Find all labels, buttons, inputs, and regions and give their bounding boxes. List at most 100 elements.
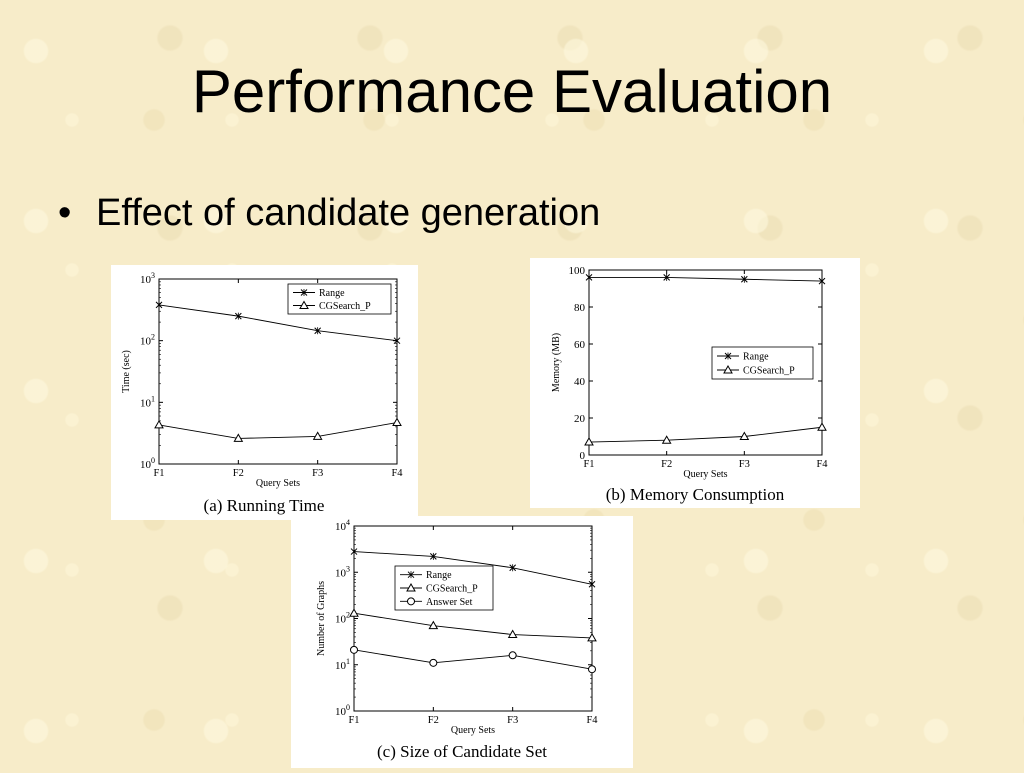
x-tick-label: F2 <box>233 468 244 479</box>
x-tick-label: F4 <box>586 715 598 726</box>
data-point <box>234 312 242 320</box>
legend-label: Range <box>319 288 345 299</box>
data-point <box>507 629 518 639</box>
series-line <box>158 422 398 439</box>
x-tick-label: F2 <box>661 459 672 470</box>
series-cgsearch-p <box>154 417 402 442</box>
series-range <box>155 301 401 345</box>
series-line <box>353 551 593 585</box>
y-tick-label: 103 <box>140 271 155 286</box>
y-tick-label: 101 <box>140 394 155 409</box>
series-line <box>588 426 823 443</box>
series-cgsearch-p <box>349 608 597 642</box>
series-range <box>350 548 596 588</box>
x-axis-label: Query Sets <box>256 478 300 489</box>
data-point <box>587 632 597 642</box>
series-range <box>585 273 826 285</box>
chart-running-time: 100 101 102 103 F1 F2 F3 F4 Query Sets Time (sec)… <box>121 271 403 515</box>
legend-label: Range <box>426 570 452 581</box>
data-point <box>585 273 593 281</box>
series-line <box>353 612 593 639</box>
x-tick-label: F4 <box>816 459 828 470</box>
legend: Range CGSearch_P Answer Set <box>394 565 494 611</box>
x-tick-label: F1 <box>348 715 359 726</box>
legend-label: Range <box>743 352 769 363</box>
data-point <box>392 417 402 427</box>
data-point <box>661 435 672 444</box>
data-point <box>349 608 359 617</box>
data-point <box>350 548 358 556</box>
chart-candidate-set: 100 101 102 103 104 F1 F2 F3 F4 Query Sets Number … <box>316 518 598 761</box>
y-tick-label: 101 <box>335 657 350 672</box>
y-tick-label: 20 <box>574 413 586 425</box>
legend-marker <box>723 364 733 374</box>
y-axis-label: Time (sec) <box>121 350 132 393</box>
x-axis-label: Query Sets <box>683 469 727 480</box>
data-point <box>508 651 517 660</box>
figure-caption: (c) Size of Candidate Set <box>377 742 547 761</box>
data-point <box>429 552 437 560</box>
y-tick-label: 102 <box>140 333 155 348</box>
x-tick-label: F1 <box>153 468 164 479</box>
x-tick-label: F1 <box>583 459 594 470</box>
figure-memory-consumption: 0 20 40 60 80 100 F1 F2 F3 F4 Query Sets Memory (MB… <box>530 258 860 508</box>
data-point <box>428 620 439 630</box>
data-point <box>314 327 322 335</box>
y-axis-label: Number of Graphs <box>316 581 327 656</box>
legend-marker <box>407 597 415 606</box>
data-point <box>393 337 401 345</box>
data-point <box>739 431 750 440</box>
y-tick-label: 103 <box>335 564 350 579</box>
x-tick-label: F3 <box>507 715 518 726</box>
data-point <box>233 433 244 442</box>
bullet-text: Effect of candidate generation <box>96 192 601 234</box>
y-tick-label: 60 <box>574 339 586 351</box>
x-tick-label: F3 <box>312 468 323 479</box>
data-point <box>154 419 164 429</box>
data-point <box>312 431 323 440</box>
legend-marker <box>406 582 416 592</box>
legend-label: CGSearch_P <box>426 584 478 595</box>
figure-candidate-set: 100 101 102 103 104 F1 F2 F3 F4 Query Sets Number … <box>291 516 633 768</box>
chart-memory-consumption: 0 20 40 60 80 100 F1 F2 F3 F4 Query Sets Memory (MB… <box>551 265 828 504</box>
figure-caption: (b) Memory Consumption <box>606 485 785 504</box>
data-point <box>740 275 748 283</box>
y-tick-label: 104 <box>335 518 350 533</box>
legend-label: Answer Set <box>426 597 473 608</box>
data-point <box>663 273 671 281</box>
legend-marker <box>299 300 309 309</box>
series-line <box>353 649 593 670</box>
legend: Range CGSearch_P <box>287 283 392 315</box>
data-point <box>584 437 594 446</box>
data-point <box>817 422 827 431</box>
x-tick-label: F2 <box>428 715 439 726</box>
y-tick-label: 100 <box>335 703 350 718</box>
data-point <box>588 580 596 588</box>
x-tick-label: F4 <box>391 468 403 479</box>
x-axis-label: Query Sets <box>451 725 495 736</box>
data-point <box>429 658 438 667</box>
y-tick-label: 0 <box>580 450 586 462</box>
y-tick-label: 80 <box>574 302 586 314</box>
figure-running-time: 100 101 102 103 F1 F2 F3 F4 Query Sets Time (sec)… <box>111 265 418 520</box>
plot-frame <box>588 269 823 456</box>
series-line <box>589 276 823 282</box>
legend-marker <box>724 352 732 360</box>
y-tick-label: 100 <box>569 265 586 277</box>
data-point <box>155 301 163 309</box>
series-cgsearch-p <box>584 422 827 446</box>
legend-label: CGSearch_P <box>743 366 795 377</box>
legend-label: CGSearch_P <box>319 301 371 312</box>
y-tick-label: 102 <box>335 611 350 626</box>
legend: Range CGSearch_P <box>711 346 814 380</box>
series-answer-set <box>350 645 596 674</box>
data-point <box>588 665 596 674</box>
plot-frame <box>158 278 398 465</box>
legend-marker <box>407 571 415 579</box>
data-point <box>818 277 826 285</box>
figure-caption: (a) Running Time <box>204 496 325 515</box>
slide-title: Performance Evaluation <box>191 58 833 125</box>
y-tick-label: 100 <box>140 456 155 471</box>
bullet-symbol: • <box>58 192 72 234</box>
bullet-item: • Effect of candidate generation <box>58 192 600 235</box>
